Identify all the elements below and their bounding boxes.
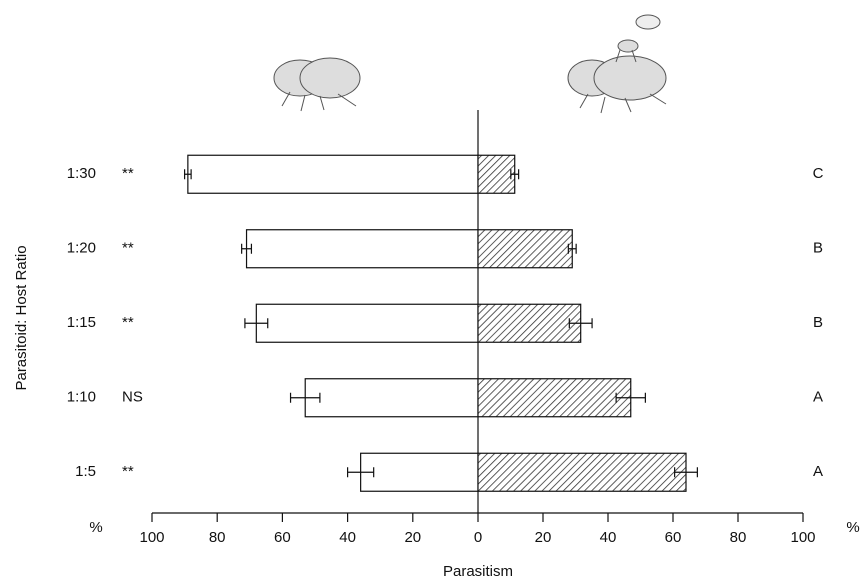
bar [478, 453, 686, 491]
x-tick-label: 20 [404, 529, 421, 546]
bar [478, 230, 572, 268]
y-tick-label: 1:30 [67, 165, 96, 182]
bar [478, 155, 515, 193]
bar [478, 379, 631, 417]
page: % % Parasitism Parasitoid: Host Ratio 10… [0, 0, 861, 581]
x-tick-label: 100 [139, 529, 164, 546]
y-tick-label: 1:20 [67, 240, 96, 257]
x-tick-label: 100 [790, 529, 815, 546]
chart: % % Parasitism Parasitoid: Host Ratio 10… [0, 0, 861, 581]
x-tick-label: 40 [600, 529, 617, 546]
x-unit-left: % [89, 519, 102, 536]
group-letter: B [813, 240, 823, 257]
x-tick-label: 80 [209, 529, 226, 546]
y-tick-label: 1:15 [67, 314, 96, 331]
bar [188, 155, 478, 193]
significance-label: ** [122, 314, 134, 331]
significance-label: ** [122, 165, 134, 182]
group-letter: B [813, 314, 823, 331]
x-tick-label: 80 [730, 529, 747, 546]
group-letter: C [813, 165, 824, 182]
y-tick-label: 1:10 [67, 389, 96, 406]
x-tick-label: 60 [665, 529, 682, 546]
y-tick-label: 1:5 [75, 463, 96, 480]
bar [256, 304, 478, 342]
x-tick-label: 0 [474, 529, 482, 546]
significance-label: ** [122, 240, 134, 257]
y-axis-label: Parasitoid: Host Ratio [13, 245, 30, 390]
x-unit-right: % [846, 519, 859, 536]
x-tick-label: 40 [339, 529, 356, 546]
significance-label: NS [122, 389, 143, 406]
bar [478, 304, 581, 342]
bar [247, 230, 478, 268]
x-tick-label: 20 [535, 529, 552, 546]
group-letter: A [813, 463, 823, 480]
group-letter: A [813, 389, 823, 406]
beetle-with-wasp-illustration [568, 15, 666, 113]
bar [305, 379, 478, 417]
bar [361, 453, 478, 491]
x-tick-label: 60 [274, 529, 291, 546]
significance-label: ** [122, 463, 134, 480]
beetle-illustration [274, 58, 360, 111]
x-axis-label: Parasitism [443, 563, 513, 580]
